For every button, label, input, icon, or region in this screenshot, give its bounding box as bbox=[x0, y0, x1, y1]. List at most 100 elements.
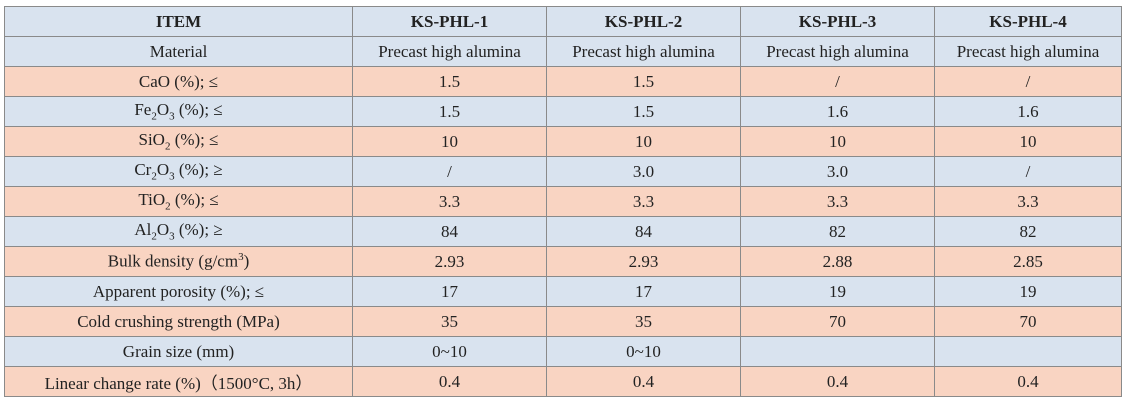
table-row: CaO (%); ≤ 1.5 1.5 / / bbox=[4, 66, 1122, 97]
label-text: CaO (%); ≤ bbox=[138, 71, 219, 91]
table-cell: 70 bbox=[740, 306, 935, 337]
table-cell: Precast high alumina bbox=[352, 36, 547, 67]
row-label-material: Material bbox=[4, 36, 353, 67]
row-label-al2o3: Al2O3 (%); ≥ bbox=[4, 216, 353, 247]
label-text: (%); ≤ bbox=[174, 100, 223, 120]
row-label-cold-crushing-strength: Cold crushing strength (MPa) bbox=[4, 306, 353, 337]
table-cell: 3.0 bbox=[740, 156, 935, 187]
label-text: ) bbox=[243, 251, 250, 271]
label-subscript: 3 bbox=[169, 110, 175, 123]
label-text: Fe bbox=[134, 100, 152, 120]
spec-table: ITEM KS-PHL-1 KS-PHL-2 KS-PHL-3 KS-PHL-4… bbox=[4, 6, 1122, 397]
table-cell: 84 bbox=[546, 216, 741, 247]
spec-table-container: ITEM KS-PHL-1 KS-PHL-2 KS-PHL-3 KS-PHL-4… bbox=[4, 6, 1122, 397]
table-row: TiO2 (%); ≤ 3.3 3.3 3.3 3.3 bbox=[4, 186, 1122, 217]
table-cell: 0.4 bbox=[740, 366, 935, 397]
label-text: O bbox=[156, 160, 170, 180]
table-cell: / bbox=[740, 66, 935, 97]
header-item: ITEM bbox=[4, 6, 353, 37]
label-subscript: 2 bbox=[151, 230, 157, 243]
table-row: Grain size (mm) 0~10 0~10 bbox=[4, 336, 1122, 367]
row-label-apparent-porosity: Apparent porosity (%); ≤ bbox=[4, 276, 353, 307]
header-ks-phl-1: KS-PHL-1 bbox=[352, 6, 547, 37]
label-subscript: 2 bbox=[165, 200, 171, 213]
label-text: Cr bbox=[134, 160, 152, 180]
label-text: O bbox=[156, 220, 170, 240]
table-cell: / bbox=[934, 156, 1122, 187]
table-cell bbox=[934, 336, 1122, 367]
label-text: (%); ≥ bbox=[174, 220, 223, 240]
table-cell: 1.6 bbox=[740, 96, 935, 127]
table-cell: 82 bbox=[934, 216, 1122, 247]
label-text: (%); ≤ bbox=[170, 190, 219, 210]
table-cell: 1.6 bbox=[934, 96, 1122, 127]
table-cell: 1.5 bbox=[546, 66, 741, 97]
label-subscript: 2 bbox=[151, 170, 157, 183]
table-cell: 3.3 bbox=[352, 186, 547, 217]
label-subscript: 2 bbox=[164, 140, 171, 153]
table-row: Bulk density (g/cm3) 2.93 2.93 2.88 2.85 bbox=[4, 246, 1122, 277]
table-cell: 0.4 bbox=[352, 366, 547, 397]
table-cell: 2.88 bbox=[740, 246, 935, 277]
table-cell: 1.5 bbox=[352, 96, 547, 127]
table-cell: 3.3 bbox=[740, 186, 935, 217]
table-cell: 10 bbox=[934, 126, 1122, 157]
label-text: Al bbox=[134, 220, 152, 240]
header-ks-phl-2: KS-PHL-2 bbox=[546, 6, 741, 37]
label-superscript: 3 bbox=[238, 251, 244, 264]
table-cell: 82 bbox=[740, 216, 935, 247]
row-label-grain-size: Grain size (mm) bbox=[4, 336, 353, 367]
label-text: (%); ≥ bbox=[174, 160, 223, 180]
label-subscript: 3 bbox=[169, 230, 175, 243]
table-cell: 2.85 bbox=[934, 246, 1122, 277]
row-label-bulk-density: Bulk density (g/cm3) bbox=[4, 246, 353, 277]
table-row: Fe2O3 (%); ≤ 1.5 1.5 1.6 1.6 bbox=[4, 96, 1122, 127]
table-cell: 19 bbox=[740, 276, 935, 307]
table-cell: 17 bbox=[546, 276, 741, 307]
header-ks-phl-4: KS-PHL-4 bbox=[934, 6, 1122, 37]
table-cell: 0.4 bbox=[934, 366, 1122, 397]
table-cell: 0~10 bbox=[546, 336, 741, 367]
table-cell: 70 bbox=[934, 306, 1122, 337]
table-cell: 1.5 bbox=[352, 66, 547, 97]
table-cell: 10 bbox=[546, 126, 741, 157]
row-label-linear-change-rate: Linear change rate (%)（1500°C, 3h） bbox=[4, 366, 353, 397]
label-text: O bbox=[156, 100, 170, 120]
table-cell: 0.4 bbox=[546, 366, 741, 397]
row-label-sio2: SiO2 (%); ≤ bbox=[4, 126, 353, 157]
table-cell: 10 bbox=[352, 126, 547, 157]
row-label-tio2: TiO2 (%); ≤ bbox=[4, 186, 353, 217]
table-cell: 3.3 bbox=[934, 186, 1122, 217]
label-text: (%); ≤ bbox=[170, 130, 219, 150]
table-cell: 1.5 bbox=[546, 96, 741, 127]
table-cell: 84 bbox=[352, 216, 547, 247]
table-row: Linear change rate (%)（1500°C, 3h） 0.4 0… bbox=[4, 366, 1122, 397]
table-cell: 10 bbox=[740, 126, 935, 157]
table-cell: 35 bbox=[352, 306, 547, 337]
table-row: Apparent porosity (%); ≤ 17 17 19 19 bbox=[4, 276, 1122, 307]
table-cell: / bbox=[934, 66, 1122, 97]
header-ks-phl-3: KS-PHL-3 bbox=[740, 6, 935, 37]
table-cell bbox=[740, 336, 935, 367]
table-row: Material Precast high alumina Precast hi… bbox=[4, 36, 1122, 67]
table-cell: 19 bbox=[934, 276, 1122, 307]
table-cell: 3.0 bbox=[546, 156, 741, 187]
table-cell: 2.93 bbox=[352, 246, 547, 277]
table-cell: Precast high alumina bbox=[740, 36, 935, 67]
table-cell: 2.93 bbox=[546, 246, 741, 277]
row-label-cao: CaO (%); ≤ bbox=[4, 66, 353, 97]
label-text: TiO bbox=[138, 190, 166, 210]
row-label-fe2o3: Fe2O3 (%); ≤ bbox=[4, 96, 353, 127]
table-cell: 0~10 bbox=[352, 336, 547, 367]
table-row: SiO2 (%); ≤ 10 10 10 10 bbox=[4, 126, 1122, 157]
table-cell: 35 bbox=[546, 306, 741, 337]
table-row: Cr2O3 (%); ≥ / 3.0 3.0 / bbox=[4, 156, 1122, 187]
table-row: Al2O3 (%); ≥ 84 84 82 82 bbox=[4, 216, 1122, 247]
label-text: SiO bbox=[138, 130, 165, 150]
table-cell: Precast high alumina bbox=[546, 36, 741, 67]
label-subscript: 3 bbox=[169, 170, 175, 183]
label-subscript: 2 bbox=[151, 110, 157, 123]
table-row: Cold crushing strength (MPa) 35 35 70 70 bbox=[4, 306, 1122, 337]
label-text: Bulk density (g/cm bbox=[107, 251, 239, 271]
table-cell: / bbox=[352, 156, 547, 187]
